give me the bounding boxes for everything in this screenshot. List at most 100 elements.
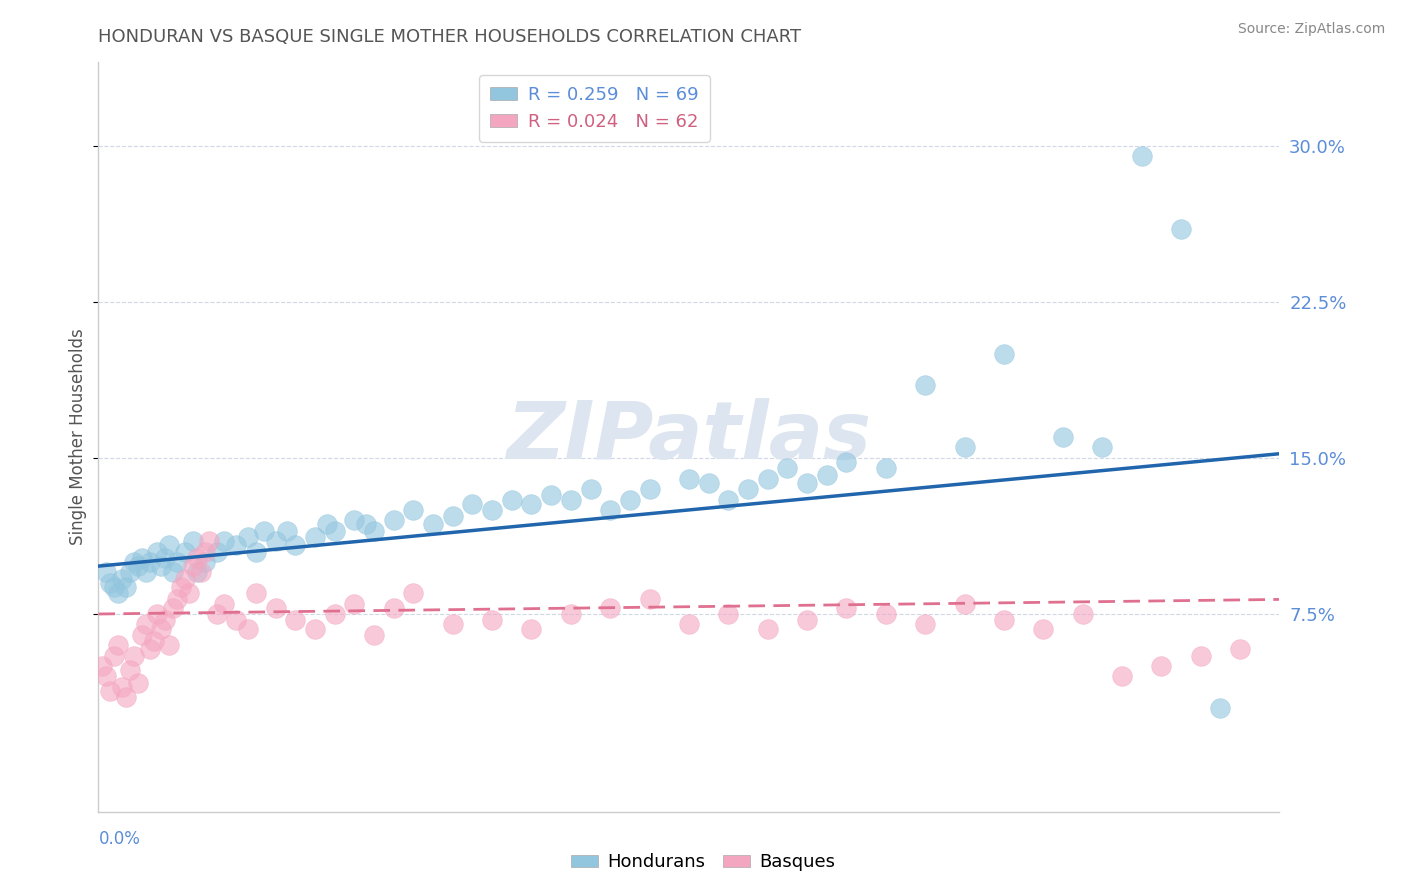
Point — [284, 613, 307, 627]
Point — [599, 503, 621, 517]
Point — [111, 572, 134, 586]
Point — [875, 607, 897, 621]
Point — [1032, 622, 1054, 636]
Point — [174, 544, 197, 558]
Point — [98, 575, 121, 590]
Point — [96, 566, 118, 580]
Point — [953, 441, 976, 455]
Point — [323, 524, 346, 538]
Point — [115, 580, 138, 594]
Point — [181, 534, 204, 549]
Point — [441, 509, 464, 524]
Point — [343, 597, 366, 611]
Point — [1130, 149, 1153, 163]
Point — [697, 475, 720, 490]
Point — [157, 538, 180, 552]
Point — [135, 566, 157, 580]
Point — [103, 648, 125, 663]
Y-axis label: Single Mother Households: Single Mother Households — [69, 329, 87, 545]
Point — [481, 613, 503, 627]
Point — [138, 642, 160, 657]
Point — [796, 613, 818, 627]
Point — [382, 513, 405, 527]
Point — [103, 580, 125, 594]
Point — [115, 690, 138, 705]
Point — [190, 566, 212, 580]
Point — [150, 559, 173, 574]
Point — [835, 600, 858, 615]
Point — [520, 622, 543, 636]
Point — [194, 555, 217, 569]
Point — [501, 492, 523, 507]
Point — [737, 482, 759, 496]
Point — [756, 622, 779, 636]
Point — [146, 607, 169, 621]
Point — [127, 559, 149, 574]
Point — [111, 680, 134, 694]
Point — [402, 586, 425, 600]
Point — [315, 517, 337, 532]
Point — [914, 617, 936, 632]
Point — [993, 347, 1015, 361]
Point — [107, 638, 129, 652]
Text: HONDURAN VS BASQUE SINGLE MOTHER HOUSEHOLDS CORRELATION CHART: HONDURAN VS BASQUE SINGLE MOTHER HOUSEHO… — [98, 28, 801, 45]
Point — [170, 580, 193, 594]
Text: ZIPatlas: ZIPatlas — [506, 398, 872, 476]
Point — [166, 592, 188, 607]
Point — [122, 648, 145, 663]
Point — [174, 572, 197, 586]
Point — [1189, 648, 1212, 663]
Point — [236, 530, 259, 544]
Legend: Hondurans, Basques: Hondurans, Basques — [564, 847, 842, 879]
Point — [276, 524, 298, 538]
Point — [142, 634, 165, 648]
Point — [162, 566, 184, 580]
Point — [1111, 669, 1133, 683]
Point — [197, 534, 219, 549]
Point — [131, 628, 153, 642]
Point — [354, 517, 377, 532]
Point — [284, 538, 307, 552]
Point — [214, 534, 236, 549]
Point — [717, 607, 740, 621]
Point — [236, 622, 259, 636]
Point — [1091, 441, 1114, 455]
Point — [776, 461, 799, 475]
Point — [678, 472, 700, 486]
Point — [118, 566, 141, 580]
Point — [181, 559, 204, 574]
Point — [225, 538, 247, 552]
Point — [155, 613, 177, 627]
Point — [993, 613, 1015, 627]
Point — [481, 503, 503, 517]
Point — [953, 597, 976, 611]
Point — [107, 586, 129, 600]
Text: Source: ZipAtlas.com: Source: ZipAtlas.com — [1237, 22, 1385, 37]
Point — [579, 482, 602, 496]
Point — [1209, 700, 1232, 714]
Point — [264, 534, 287, 549]
Point — [1071, 607, 1094, 621]
Point — [162, 600, 184, 615]
Point — [264, 600, 287, 615]
Point — [186, 550, 208, 565]
Point — [150, 622, 173, 636]
Point — [205, 607, 228, 621]
Point — [461, 497, 484, 511]
Point — [131, 550, 153, 565]
Point — [441, 617, 464, 632]
Point — [1229, 642, 1251, 657]
Point — [225, 613, 247, 627]
Point — [122, 555, 145, 569]
Point — [678, 617, 700, 632]
Point — [1150, 659, 1173, 673]
Point — [177, 586, 200, 600]
Point — [323, 607, 346, 621]
Point — [166, 555, 188, 569]
Point — [560, 492, 582, 507]
Point — [138, 555, 160, 569]
Point — [146, 544, 169, 558]
Point — [157, 638, 180, 652]
Point — [194, 544, 217, 558]
Point — [422, 517, 444, 532]
